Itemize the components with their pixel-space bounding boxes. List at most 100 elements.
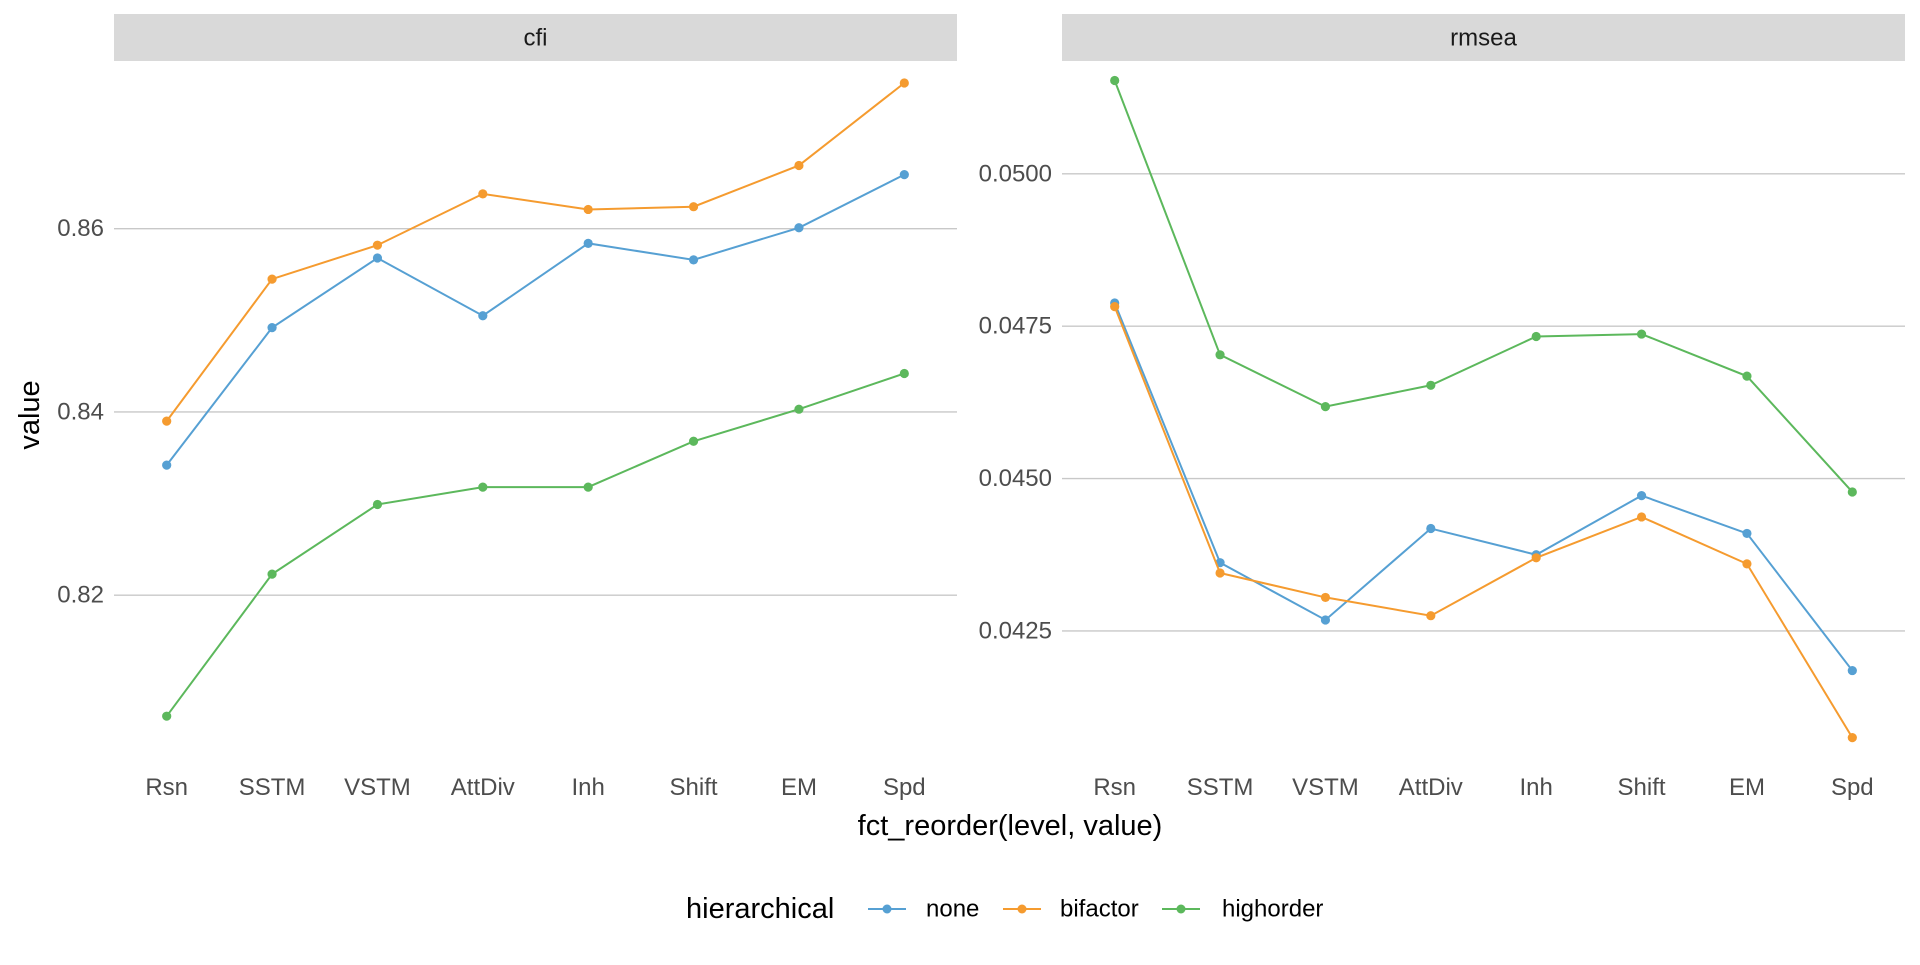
point-cfi-highorder-sstm [267,569,277,579]
series-line-cfi-none [165,173,905,466]
y-tick-label-cfi-1: 0.84 [57,398,104,425]
point-rmsea-none-shift [1636,491,1647,501]
series-cfi [162,78,909,721]
series-line-cfi-highorder [165,372,905,717]
point-cfi-bifactor-attdiv [478,189,488,199]
point-rmsea-highorder-em [1742,371,1752,381]
x-tick-label-rmsea-shift: Shift [1618,774,1666,801]
legend-item-none: none [868,896,979,923]
point-rmsea-bifactor-em [1742,559,1752,569]
x-tick-label-cfi-spd: Spd [883,774,926,801]
x-tick-label-cfi-rsn: Rsn [145,774,188,801]
point-cfi-highorder-inh [583,482,593,492]
panel-cfi: cfi 0.82 0.84 0.86 Rsn SSTM VSTM AttDiv Inh Shi… [57,14,957,801]
legend-label-highorder: highorder [1222,896,1323,923]
point-cfi-bifactor-spd [899,78,909,88]
y-ticks-cfi: 0.82 0.84 0.86 [57,215,104,609]
point-cfi-bifactor-em [794,160,804,171]
series-cfi-bifactor [162,78,909,426]
x-tick-label-rmsea-inh: Inh [1520,774,1553,801]
point-rmsea-none-spd [1847,665,1857,676]
point-cfi-none-sstm [267,323,277,333]
x-tick-label-cfi-em: EM [781,774,817,801]
series-line-cfi-bifactor [165,82,905,422]
legend-key-point-highorder [1176,904,1186,914]
legend-label-bifactor: bifactor [1060,896,1139,923]
x-tick-label-rmsea-attdiv: AttDiv [1399,774,1463,801]
series-rmsea-highorder [1110,75,1857,497]
y-axis-title: value [14,380,46,449]
point-rmsea-bifactor-vstm [1320,592,1331,603]
series-line-rmsea-none [1113,302,1854,672]
series-cfi-highorder [162,368,909,721]
point-rmsea-none-attdiv [1426,523,1436,534]
point-rmsea-highorder-vstm [1320,402,1331,412]
grid-cfi [114,227,957,596]
x-tick-label-cfi-vstm: VSTM [344,774,411,801]
point-cfi-none-vstm [372,253,383,263]
x-tick-label-rmsea-sstm: SSTM [1187,774,1254,801]
legend-item-bifactor: bifactor [1003,896,1139,923]
strip-rmsea [1062,14,1905,61]
point-cfi-highorder-em [794,404,804,414]
y-ticks-rmsea: 0.0425 0.0450 0.0475 0.0500 [979,160,1052,644]
y-tick-label-rmsea-1: 0.0450 [979,465,1052,492]
point-cfi-none-spd [899,170,909,180]
point-rmsea-bifactor-attdiv [1426,611,1436,621]
point-cfi-none-em [794,223,804,233]
x-ticks-rmsea: Rsn SSTM VSTM AttDiv Inh Shift EM Spd [1093,774,1873,801]
x-tick-label-rmsea-em: EM [1729,774,1765,801]
legend: hierarchical none bifactor highorder [686,893,1323,925]
series-rmsea [1110,75,1857,743]
point-cfi-bifactor-rsn [162,416,172,426]
grid-rmsea [1062,173,1905,632]
x-tick-label-rmsea-rsn: Rsn [1093,774,1136,801]
point-rmsea-bifactor-sstm [1215,568,1225,578]
legend-label-none: none [926,896,979,923]
y-tick-label-rmsea-2: 0.0475 [979,313,1052,340]
point-rmsea-highorder-attdiv [1426,380,1436,390]
point-cfi-none-inh [583,238,593,248]
legend-key-point-bifactor [1017,904,1027,914]
y-tick-label-cfi-0: 0.82 [57,582,104,609]
point-rmsea-none-em [1742,528,1752,539]
point-rmsea-bifactor-spd [1847,733,1857,743]
point-cfi-none-shift [688,255,699,265]
point-cfi-highorder-rsn [162,711,172,721]
point-cfi-bifactor-vstm [372,240,383,250]
x-tick-label-cfi-shift: Shift [670,774,718,801]
point-rmsea-highorder-shift [1636,329,1647,339]
point-cfi-highorder-attdiv [478,482,488,492]
legend-key-point-none [882,904,892,914]
strip-label-cfi: cfi [524,25,548,52]
series-line-rmsea-bifactor [1113,306,1854,739]
y-tick-label-rmsea-0: 0.0425 [979,617,1052,644]
point-rmsea-bifactor-inh [1531,553,1541,563]
point-rmsea-highorder-rsn [1110,75,1120,86]
point-rmsea-none-vstm [1320,615,1331,625]
point-cfi-highorder-shift [688,436,699,446]
panel-rmsea: rmsea 0.0425 0.0450 0.0475 0.0500 Rsn SSTM VS… [979,14,1905,801]
point-rmsea-highorder-inh [1531,331,1541,342]
series-rmsea-bifactor [1110,302,1857,743]
point-rmsea-bifactor-rsn [1110,302,1120,312]
x-tick-label-rmsea-vstm: VSTM [1292,774,1359,801]
x-tick-label-cfi-attdiv: AttDiv [451,774,515,801]
point-cfi-none-attdiv [478,311,488,321]
point-cfi-bifactor-sstm [267,274,277,284]
point-cfi-bifactor-shift [688,202,699,212]
point-cfi-bifactor-inh [583,204,593,215]
legend-item-highorder: highorder [1162,896,1323,923]
point-rmsea-highorder-sstm [1215,350,1225,360]
strip-label-rmsea: rmsea [1450,25,1517,52]
y-tick-label-rmsea-3: 0.0500 [979,160,1052,187]
x-tick-label-rmsea-spd: Spd [1831,774,1874,801]
x-tick-label-cfi-inh: Inh [572,774,605,801]
point-cfi-highorder-vstm [372,499,383,510]
series-line-rmsea-highorder [1113,80,1854,493]
x-tick-label-cfi-sstm: SSTM [239,774,306,801]
point-rmsea-bifactor-shift [1636,512,1647,522]
legend-title: hierarchical [686,893,834,925]
